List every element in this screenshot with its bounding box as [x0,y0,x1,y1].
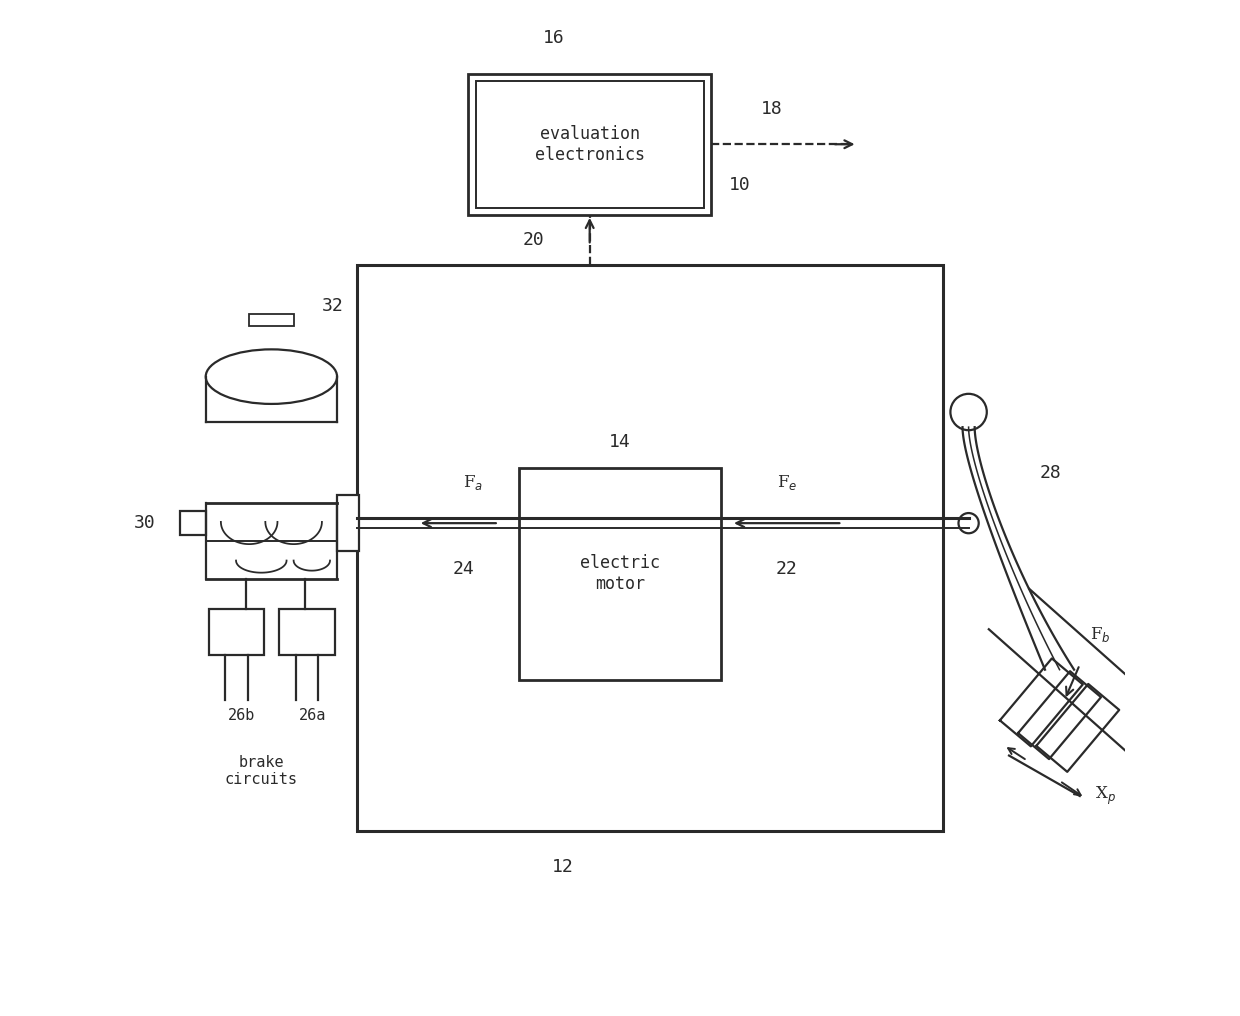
Text: F$_b$: F$_b$ [1090,625,1110,644]
Text: 20: 20 [522,232,544,249]
Bar [208,609,264,654]
Bar [357,265,944,831]
Text: brake
circuits: brake circuits [224,755,298,787]
Bar [337,495,360,552]
Text: evaluation
electronics: evaluation electronics [534,125,645,164]
Text: 14: 14 [609,433,631,451]
Text: 32: 32 [322,297,343,315]
Bar [520,467,720,680]
Text: 16: 16 [542,29,564,47]
Text: X$_p$: X$_p$ [1095,785,1116,807]
Text: 26b: 26b [228,707,255,722]
Text: F$_a$: F$_a$ [464,473,484,492]
Text: electric
motor: electric motor [580,555,660,593]
Bar [279,609,335,654]
Text: 22: 22 [776,560,797,578]
Bar [475,80,704,208]
Text: 26a: 26a [299,707,326,722]
Text: 18: 18 [760,100,782,118]
Bar [249,314,294,326]
Text: 24: 24 [453,560,474,578]
Text: 28: 28 [1039,463,1061,482]
Text: 12: 12 [552,858,573,876]
Text: 30: 30 [134,514,155,532]
Bar [181,511,206,535]
Text: 10: 10 [729,176,751,194]
Bar [469,73,711,215]
Text: F$_e$: F$_e$ [776,473,797,492]
